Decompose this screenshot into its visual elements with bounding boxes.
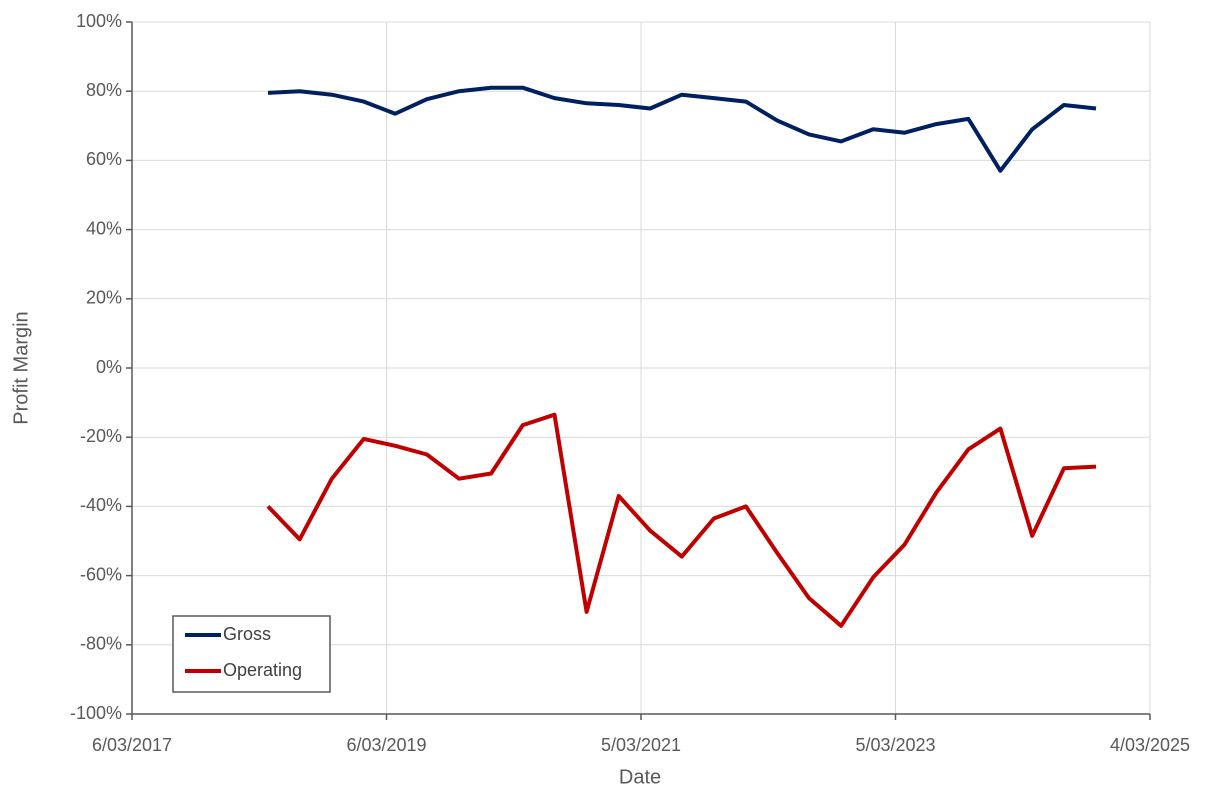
legend-box (172, 615, 331, 693)
x-tick-label: 5/03/2021 (601, 735, 681, 755)
legend-label: Gross (223, 624, 271, 644)
y-tick-label: -20% (80, 426, 122, 446)
y-tick-label: 100% (76, 11, 122, 31)
y-tick-label: 0% (96, 357, 122, 377)
y-tick-label: 60% (86, 149, 122, 169)
x-axis-title: Date (619, 766, 661, 788)
legend-label: Operating (223, 660, 302, 680)
y-tick-label: -100% (70, 703, 122, 723)
x-tick-label: 6/03/2019 (346, 735, 426, 755)
x-tick-label: 5/03/2023 (855, 735, 935, 755)
y-tick-label: -60% (80, 564, 122, 584)
y-tick-label: -80% (80, 634, 122, 654)
series-line (266, 412, 1097, 628)
y-tick-label: -40% (80, 495, 122, 515)
y-tick-label: 40% (86, 218, 122, 238)
y-tick-label: 20% (86, 288, 122, 308)
x-tick-label: 4/03/2025 (1110, 735, 1190, 755)
y-axis-title: Profit Margin (10, 311, 32, 424)
x-tick-label: 6/03/2017 (92, 735, 172, 755)
y-tick-label: 80% (86, 80, 122, 100)
series-line (267, 85, 1097, 173)
